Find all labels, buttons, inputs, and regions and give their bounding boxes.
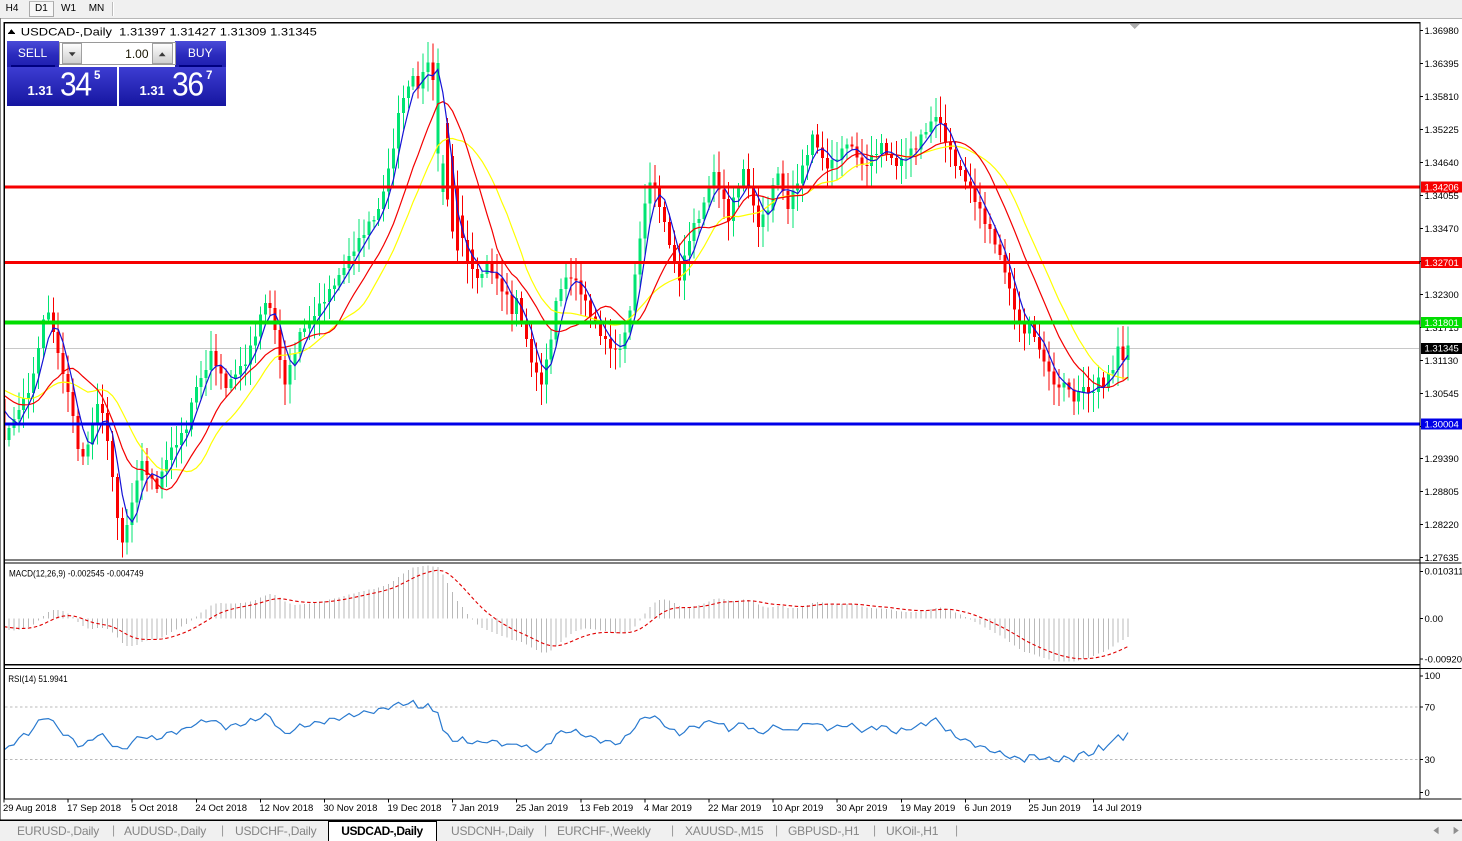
svg-text:1.33470: 1.33470 — [1425, 224, 1459, 235]
svg-text:0.010311: 0.010311 — [1425, 567, 1462, 578]
svg-text:4 Mar 2019: 4 Mar 2019 — [644, 803, 692, 814]
svg-text:5 Oct 2018: 5 Oct 2018 — [131, 803, 177, 814]
svg-text:100: 100 — [1425, 671, 1441, 682]
svg-text:1.34055: 1.34055 — [1425, 191, 1459, 202]
svg-text:24 Oct 2018: 24 Oct 2018 — [195, 803, 247, 814]
svg-text:0.00: 0.00 — [1425, 614, 1444, 625]
svg-text:1.35225: 1.35225 — [1425, 125, 1459, 136]
svg-text:1.34206: 1.34206 — [1425, 182, 1459, 193]
svg-text:1.30545: 1.30545 — [1425, 389, 1459, 400]
svg-text:RSI(14) 51.9941: RSI(14) 51.9941 — [8, 674, 67, 685]
svg-text:1.31715: 1.31715 — [1425, 323, 1459, 334]
svg-text:7 Jan 2019: 7 Jan 2019 — [452, 803, 499, 814]
svg-text:1.36980: 1.36980 — [1425, 26, 1459, 37]
svg-text:0: 0 — [1425, 788, 1430, 799]
svg-text:70: 70 — [1425, 703, 1436, 714]
svg-text:1.34640: 1.34640 — [1425, 158, 1459, 169]
svg-text:1.31801: 1.31801 — [1425, 318, 1459, 329]
svg-text:29 Aug 2018: 29 Aug 2018 — [3, 803, 56, 814]
svg-text:1.30004: 1.30004 — [1425, 419, 1459, 430]
svg-text:1.32300: 1.32300 — [1425, 290, 1459, 301]
svg-text:19 May 2019: 19 May 2019 — [900, 803, 955, 814]
svg-text:1.36395: 1.36395 — [1425, 59, 1459, 70]
svg-text:30 Apr 2019: 30 Apr 2019 — [836, 803, 887, 814]
svg-text:25 Jan 2019: 25 Jan 2019 — [516, 803, 568, 814]
svg-text:22 Mar 2019: 22 Mar 2019 — [708, 803, 761, 814]
svg-text:10 Apr 2019: 10 Apr 2019 — [772, 803, 823, 814]
svg-text:1.35810: 1.35810 — [1425, 92, 1459, 103]
svg-text:1.28220: 1.28220 — [1425, 520, 1459, 531]
svg-text:1.31130: 1.31130 — [1425, 356, 1459, 367]
svg-text:13 Feb 2019: 13 Feb 2019 — [580, 803, 633, 814]
svg-text:1.32701: 1.32701 — [1425, 258, 1459, 269]
svg-text:1.29390: 1.29390 — [1425, 454, 1459, 465]
svg-text:30: 30 — [1425, 755, 1436, 766]
svg-text:USDCAD-,Daily 1.31397 1.31427: USDCAD-,Daily 1.31397 1.31427 1.31309 1.… — [21, 26, 317, 38]
svg-text:1.28805: 1.28805 — [1425, 487, 1459, 498]
svg-text:6 Jun 2019: 6 Jun 2019 — [964, 803, 1011, 814]
svg-text:1.27635: 1.27635 — [1425, 553, 1459, 564]
svg-text:17 Sep 2018: 17 Sep 2018 — [67, 803, 121, 814]
svg-text:-0.009203: -0.009203 — [1425, 655, 1462, 666]
svg-text:14 Jul 2019: 14 Jul 2019 — [1093, 803, 1142, 814]
svg-text:25 Jun 2019: 25 Jun 2019 — [1028, 803, 1080, 814]
svg-text:30 Nov 2018: 30 Nov 2018 — [324, 803, 378, 814]
svg-text:1.31345: 1.31345 — [1425, 344, 1459, 355]
svg-text:12 Nov 2018: 12 Nov 2018 — [259, 803, 313, 814]
svg-text:MACD(12,26,9) -0.002545 -0.004: MACD(12,26,9) -0.002545 -0.004749 — [9, 568, 144, 579]
svg-text:19 Dec 2018: 19 Dec 2018 — [388, 803, 442, 814]
